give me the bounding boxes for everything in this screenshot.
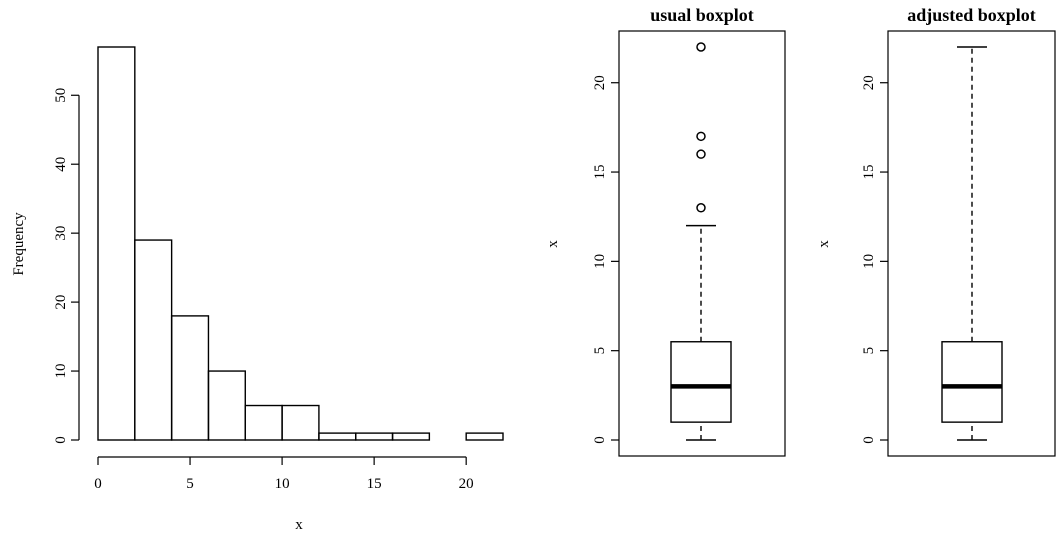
histogram-bar [355,432,394,441]
y-axis-label: x [545,240,561,248]
histogram-bar [318,432,357,441]
y-axis-label: Frequency [11,212,27,276]
y-tick-label: 10 [53,364,69,379]
histogram-bar [465,432,504,441]
histogram-bar [170,315,210,441]
y-tick-label: 15 [861,165,877,180]
x-tick-label: 0 [94,476,102,492]
y-tick-label: 15 [592,165,608,180]
histogram-bar [134,239,173,441]
x-tick-label: 20 [459,476,474,492]
x-tick-label: 10 [275,476,290,492]
y-tick-label: 0 [861,436,877,444]
outlier-point [696,149,706,159]
outlier-point [696,203,706,213]
plot-frame [887,30,1056,457]
histogram-bar [207,370,246,441]
plot-title: usual boxplot [650,5,754,25]
y-tick-label: 30 [53,226,69,241]
y-axis-label: x [816,240,832,248]
histogram-bar [97,46,136,441]
plot-frame [618,30,786,457]
outlier-point [696,131,706,142]
y-tick-label: 20 [861,75,877,90]
histogram-panel: 0 5 10 15 20 0 10 20 30 40 50 x Frequency [11,46,504,533]
iqr-box [670,341,732,423]
y-tick-label: 0 [53,436,69,444]
y-tick-label: 10 [861,254,877,269]
x-tick-label: 15 [367,476,382,492]
y-tick-label: 0 [592,436,608,444]
y-tick-label: 40 [53,157,69,172]
usual-boxplot-panel: 0 5 10 15 20 usual boxplot x [545,5,786,457]
y-tick-label: 50 [53,88,69,103]
y-tick-label: 20 [592,75,608,90]
outlier-point [696,42,706,52]
y-tick-label: 5 [592,347,608,355]
x-tick-label: 5 [186,476,194,492]
histogram-bar [391,432,431,441]
histogram-bar [281,404,320,441]
adjusted-boxplot-panel: 0 5 10 15 20 adjusted boxplot x [816,5,1056,457]
y-tick-label: 20 [53,295,69,310]
iqr-box [941,341,1003,423]
histogram-bar [244,404,283,441]
y-tick-label: 5 [861,347,877,355]
x-axis-label: x [295,517,303,533]
plot-title: adjusted boxplot [907,5,1036,25]
y-tick-label: 10 [592,254,608,269]
